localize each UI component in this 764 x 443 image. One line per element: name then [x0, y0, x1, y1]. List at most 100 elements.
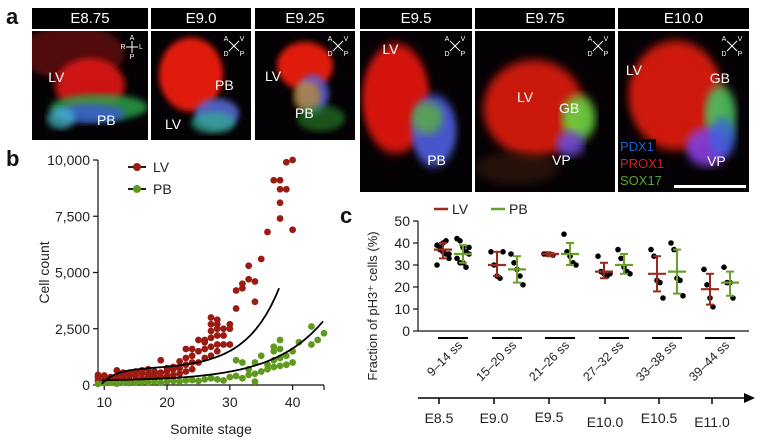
svg-text:D: D [444, 51, 449, 58]
svg-text:A: A [445, 36, 450, 43]
data-point-pb [264, 361, 271, 369]
svg-text:P: P [130, 54, 135, 60]
data-point-lv [704, 282, 710, 288]
region-label-lv: LV [625, 61, 642, 78]
data-point-lv [701, 266, 707, 273]
fluorescence-blob [297, 105, 345, 132]
data-point-pb [289, 359, 297, 366]
data-point-lv [648, 246, 654, 253]
region-label-lv: LV [48, 69, 65, 86]
data-point-lv [100, 372, 108, 379]
micrograph-E9-75: E9.75 LV GB VP A V D P [475, 8, 615, 192]
data-point-pb [457, 238, 463, 244]
fluorescence-blob [47, 107, 75, 130]
data-point-lv [182, 345, 190, 353]
fit-curve-pb [101, 320, 324, 382]
data-point-lv [182, 368, 190, 375]
region-label-lv: LV [265, 68, 282, 85]
data-point-pb [314, 336, 322, 344]
data-point-lv [207, 320, 215, 328]
data-point-lv [213, 316, 221, 324]
data-point-lv [289, 156, 297, 164]
fluorescence-blob [191, 111, 235, 134]
data-point-pb [618, 255, 624, 262]
embryonic-tick-label: E11.0 [694, 414, 730, 430]
data-point-pb [680, 293, 686, 299]
category-label: 39–44 ss [686, 338, 732, 384]
svg-text:P: P [604, 51, 609, 58]
data-point-lv [113, 366, 121, 374]
region-label-pb: PB [295, 105, 314, 122]
legend-label-lv: LV [153, 159, 170, 175]
data-point-lv [207, 327, 215, 335]
data-point-pb [308, 323, 315, 330]
x-tick-label: 40 [285, 394, 301, 410]
data-point-pb [251, 378, 259, 386]
data-point-pb [157, 379, 165, 387]
fluorescence-image: LV PB A R L P [32, 31, 148, 140]
data-point-pb [163, 378, 171, 385]
data-point-pb [270, 363, 278, 371]
region-label-vp: VP [552, 151, 571, 168]
data-point-pb [125, 379, 133, 387]
data-point-pb [245, 371, 253, 379]
legend-label-c-pb: PB [509, 201, 528, 217]
scale-bar [674, 185, 746, 188]
channel-legend-prox1: PROX1 [618, 156, 667, 171]
svg-text:A: A [328, 36, 333, 43]
x-axis-title: Somite stage [170, 421, 252, 437]
data-point-pb [107, 379, 114, 387]
data-point-lv [446, 251, 452, 257]
channel-legend-pdx1: PDX1 [618, 139, 656, 154]
svg-text:A: A [224, 36, 229, 43]
data-point-lv [157, 369, 165, 377]
data-point-pb [169, 377, 177, 385]
category-label: 33–38 ss [633, 338, 679, 384]
data-point-lv [195, 336, 202, 344]
data-point-pb [151, 378, 158, 386]
data-point-pb [508, 251, 514, 257]
data-point-lv [238, 280, 246, 288]
data-point-lv [176, 370, 184, 378]
orientation-axes-icon: A V D P [442, 34, 468, 61]
data-point-pb [466, 244, 472, 251]
data-point-pb [282, 361, 290, 369]
data-point-pb [144, 378, 152, 386]
embryonic-axis-arrow-icon [744, 393, 755, 403]
legend-marker-lv [133, 163, 141, 171]
stage-label: E10.0 [618, 8, 749, 29]
y-tick-label-c: 30 [394, 257, 410, 273]
data-point-lv [201, 336, 209, 344]
orientation-axes-icon: A V D P [221, 34, 247, 61]
fluorescence-image: LV GB VP A V D P [475, 31, 615, 192]
data-point-pb [270, 343, 278, 351]
data-point-pb [100, 379, 108, 387]
data-point-lv [213, 341, 221, 348]
data-point-pb [113, 380, 121, 388]
fluorescence-blob [293, 81, 321, 112]
svg-text:A: A [588, 36, 593, 43]
data-point-pb [320, 329, 328, 337]
data-point-lv [169, 371, 177, 379]
fluorescence-blob [628, 40, 723, 151]
data-point-pb [238, 374, 246, 382]
embryonic-tick-label: E10.5 [641, 410, 678, 426]
data-point-lv [245, 275, 253, 283]
data-point-pb [201, 375, 209, 383]
region-label-pb: PB [96, 111, 116, 128]
micrograph-E9-5: E9.5 LV PB A V D P [360, 8, 472, 192]
svg-text:R: R [120, 44, 125, 51]
fluorescence-image: LV GB VP A V D P PDX1 PROX1 SOX17 [618, 31, 749, 192]
data-point-pb [454, 255, 460, 262]
stage-label: E9.5 [360, 8, 472, 29]
fit-curve-lv [101, 287, 280, 385]
svg-text:L: L [139, 44, 143, 51]
data-point-lv [251, 298, 259, 306]
y-tick-label: 5,000 [55, 265, 90, 281]
data-point-lv [207, 314, 215, 321]
data-point-pb [627, 271, 633, 277]
region-label-gb: GB [559, 100, 580, 117]
data-point-pb [295, 338, 303, 346]
data-point-lv [264, 228, 271, 236]
data-point-lv [157, 356, 165, 364]
